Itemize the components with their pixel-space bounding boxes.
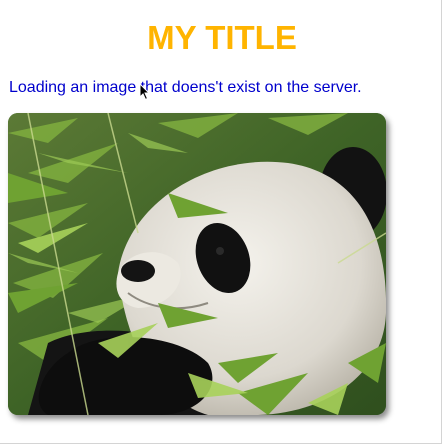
page-title: MY TITLE [147,19,297,56]
page-subtitle: Loading an image that doens't exist on t… [9,79,362,96]
panda-image [8,113,386,415]
panda-illustration [8,113,386,415]
arrow-cursor-icon [139,83,150,101]
